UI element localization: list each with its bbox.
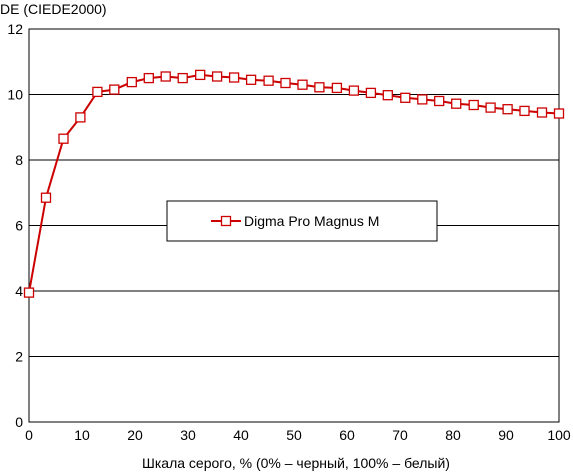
data-point xyxy=(417,94,428,105)
data-point xyxy=(263,75,274,86)
data-point xyxy=(519,105,530,117)
x-tick-label: 20 xyxy=(127,427,143,443)
series-0 xyxy=(23,69,565,298)
data-point xyxy=(23,287,35,298)
data-point xyxy=(143,72,154,84)
y-tick-label: 12 xyxy=(7,21,23,37)
x-tick-label: 0 xyxy=(25,427,33,443)
data-point xyxy=(40,192,52,203)
legend: Digma Pro Magnus M xyxy=(166,200,438,242)
x-tick-label: 10 xyxy=(74,427,90,443)
data-point xyxy=(177,72,188,84)
data-point xyxy=(126,76,137,88)
data-point xyxy=(314,82,325,93)
data-point xyxy=(485,102,496,113)
data-point xyxy=(365,87,377,99)
series-layer xyxy=(23,69,565,298)
x-tick-label: 100 xyxy=(547,427,571,443)
data-point xyxy=(348,85,360,96)
x-tick-label: 60 xyxy=(339,427,355,443)
data-point xyxy=(451,98,462,109)
y-axis-title: DE (CIEDE2000) xyxy=(0,1,107,17)
data-point xyxy=(92,86,103,98)
x-tick-label: 70 xyxy=(392,427,408,443)
data-point xyxy=(434,95,445,107)
plot-area-frame xyxy=(28,28,560,423)
x-tick-label: 30 xyxy=(180,427,196,443)
data-point xyxy=(211,71,223,82)
data-point xyxy=(536,107,548,118)
series-line xyxy=(28,73,560,293)
data-point xyxy=(58,133,69,144)
legend-marker-sample xyxy=(220,215,232,227)
data-point xyxy=(75,112,86,123)
y-tick-label: 0 xyxy=(15,414,23,430)
data-point xyxy=(109,84,120,95)
y-tick-labels: 0 2 4 6 8 10 12 xyxy=(7,21,23,430)
legend-series-label: Digma Pro Magnus M xyxy=(244,213,379,229)
data-point xyxy=(280,77,291,89)
data-point xyxy=(468,99,479,111)
data-point xyxy=(195,69,206,81)
data-point xyxy=(228,72,240,83)
data-point xyxy=(382,90,393,101)
x-tick-label: 80 xyxy=(445,427,461,443)
x-tick-label: 40 xyxy=(233,427,249,443)
y-tick-label: 10 xyxy=(7,87,23,103)
x-tick-label: 90 xyxy=(498,427,514,443)
y-tick-label: 8 xyxy=(15,152,23,168)
data-point xyxy=(331,82,343,94)
x-tick-label: 50 xyxy=(286,427,302,443)
data-point xyxy=(245,74,257,85)
y-tick-label: 4 xyxy=(15,283,23,299)
data-point xyxy=(553,108,565,119)
data-point xyxy=(160,71,171,82)
x-tick-labels: 0 10 20 30 40 50 60 70 80 90 100 xyxy=(25,427,571,443)
data-point xyxy=(502,104,513,115)
y-tick-label: 2 xyxy=(15,349,23,365)
x-axis-title: Шкала серого, % (0% – черный, 100% – бел… xyxy=(142,455,450,471)
data-point xyxy=(400,92,411,103)
y-tick-label: 6 xyxy=(15,218,23,234)
data-point xyxy=(297,79,308,90)
